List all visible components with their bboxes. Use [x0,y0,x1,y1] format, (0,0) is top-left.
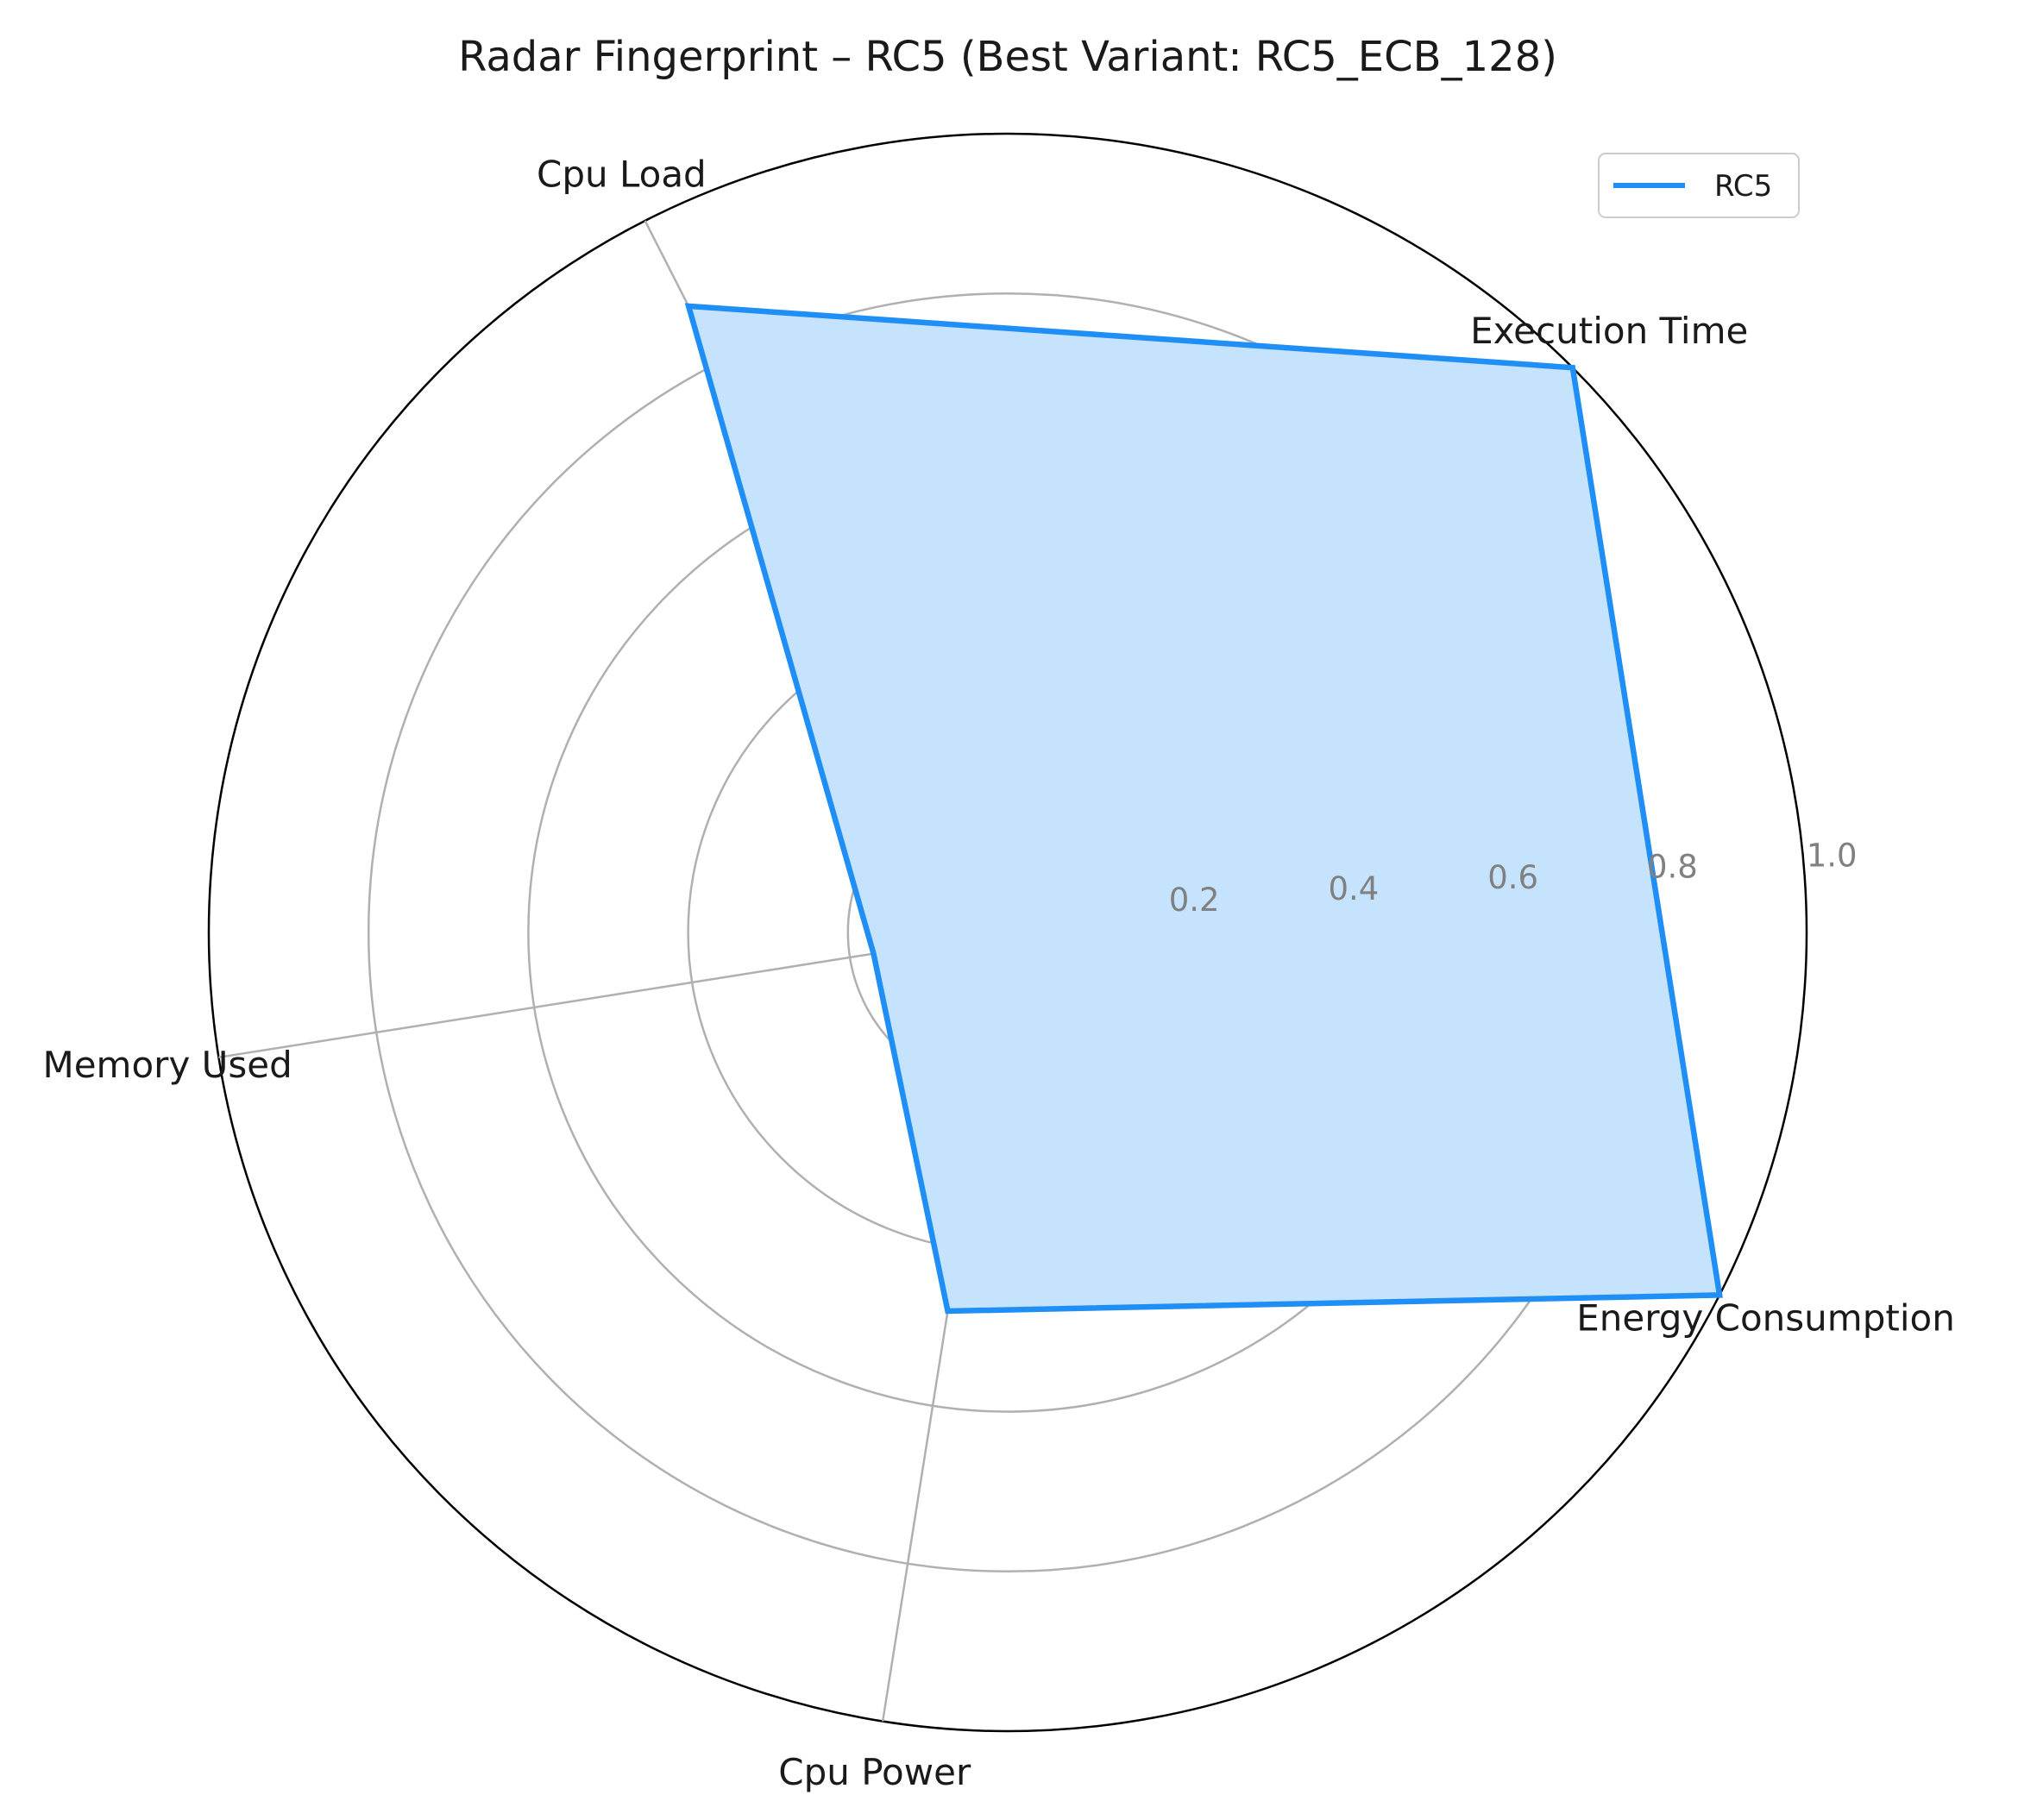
radar-series-layer [684,303,1723,1315]
series-area-0 [688,305,1720,1311]
series-line-0 [684,303,1723,1315]
tick-label-2: 0.6 [1487,859,1538,896]
legend-label-rc5: RC5 [1714,169,1772,204]
outer-frame-circle [207,132,1808,1733]
axis-labels: Execution Time Cpu Load Memory Used Cpu Pow… [42,153,1954,1792]
radial-tick-labels: 0.2 0.4 0.6 0.8 1.0 [1169,837,1858,919]
tick-label-1: 0.4 [1328,870,1379,907]
axis-label-cpu-power: Cpu Power [778,1751,971,1793]
legend-frame [1598,153,1800,218]
tick-label-0: 0.2 [1169,882,1220,919]
chart-title: Radar Fingerprint – RC5 (Best Variant: R… [458,33,1557,81]
axis-label-execution-time: Execution Time [1470,310,1748,352]
tick-label-3: 0.8 [1647,848,1698,885]
tick-label-4: 1.0 [1807,837,1858,874]
axis-label-cpu-load: Cpu Load [537,153,707,195]
axis-label-memory-used: Memory Used [42,1044,292,1086]
legend: RC5 [1598,153,1800,218]
axis-label-energy-consumption: Energy Consumption [1576,1297,1955,1340]
